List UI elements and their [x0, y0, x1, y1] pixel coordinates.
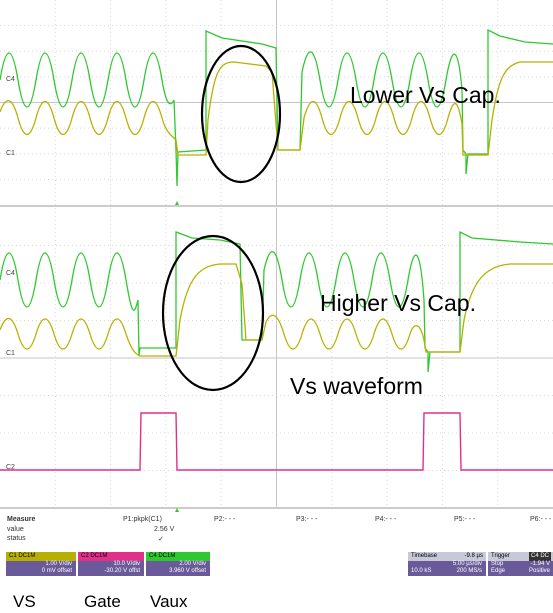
mid-vaux-trace [0, 230, 553, 373]
marker-mid-c4: C4 [6, 270, 15, 277]
channel-c4-tag: DC1M [158, 553, 176, 559]
label-vs: VS [13, 592, 36, 611]
timebase-samples: 10.0 kS [411, 568, 432, 574]
measure-title: Measure [7, 516, 36, 523]
channel-box-c4[interactable]: C4 DC1M 2.00 V/div 3.960 V offset [146, 552, 210, 576]
channel-c2-scale: 10.0 V/div [113, 561, 140, 567]
measure-param-p6[interactable]: P6:- - - [530, 516, 552, 523]
trigger-type: Edge [491, 568, 506, 574]
ellipse-higher-cap [161, 234, 265, 392]
trigger-tag: C4 DC [528, 552, 551, 561]
trigger-mode: Stop [491, 561, 504, 567]
channel-c1-id: C1 [9, 553, 17, 559]
trigger-label: Trigger [491, 553, 510, 559]
measure-param-p3[interactable]: P3:- - - [296, 516, 318, 523]
mid-vs-trace [0, 263, 553, 357]
trigger-box[interactable]: Trigger C4 DC Stop -1.94 V Edge Positive [488, 552, 553, 576]
trigger-level: -1.94 V [530, 561, 550, 567]
marker-top-c1: C1 [6, 150, 15, 157]
ellipse-lower-cap [200, 44, 282, 184]
top-vaux-trace [0, 28, 553, 187]
gate-trace [0, 412, 553, 471]
timebase-label: Timebase [411, 553, 438, 559]
label-gate: Gate [84, 592, 121, 611]
channel-c4-scale: 2.00 V/div [179, 561, 206, 567]
marker-top-c4: C4 [6, 76, 15, 83]
top-vs-trace [0, 61, 553, 156]
annotation-vs-waveform: Vs waveform [290, 373, 423, 399]
measure-p1-value: 2.56 V [154, 526, 175, 533]
channel-c2-offset: -30.20 V offst [104, 568, 140, 574]
measure-p1-status: ✓ [158, 536, 164, 543]
annotation-higher-cap: Higher Vs Cap. [320, 290, 476, 316]
channel-c4-offset: 3.960 V offset [169, 568, 206, 574]
trigger-marker-bottom [175, 508, 179, 512]
measure-row-value: value [7, 526, 24, 533]
timebase-box[interactable]: Timebase -9.8 µs 5.00 µs/div 10.0 kS 200 M… [408, 552, 486, 576]
channel-c1-scale: 1.00 V/div [45, 561, 72, 567]
timebase-per-div: 5.00 µs/div [452, 561, 482, 567]
timebase-delay: -9.8 µs [464, 553, 483, 559]
annotation-lower-cap: Lower Vs Cap. [350, 82, 501, 108]
channel-box-c2[interactable]: C2 DC1M 10.0 V/div -30.20 V offst [78, 552, 144, 576]
timebase-rate: 200 MS/s [456, 568, 482, 574]
channel-c2-tag: DC1M [90, 553, 108, 559]
trigger-slope: Positive [528, 568, 550, 574]
measure-param-p2[interactable]: P2:- - - [214, 516, 236, 523]
measure-param-p1[interactable]: P1:pkpk(C1) [123, 516, 162, 523]
channel-c4-id: C4 [149, 553, 157, 559]
measure-param-p4[interactable]: P4:- - - [375, 516, 397, 523]
channel-c2-id: C2 [81, 553, 89, 559]
channel-box-c1[interactable]: C1 DC1M 1.00 V/div 0 mV offset [6, 552, 76, 576]
channel-c1-tag: DC1M [18, 553, 36, 559]
channel-c1-offset: 0 mV offset [41, 568, 72, 574]
measure-param-p5[interactable]: P5:- - - [454, 516, 476, 523]
measure-row-status: status [7, 535, 26, 542]
marker-mid-c2: C2 [6, 464, 15, 471]
label-vaux: Vaux [150, 592, 188, 611]
marker-mid-c1: C1 [6, 350, 15, 357]
trigger-marker-top [175, 201, 179, 205]
